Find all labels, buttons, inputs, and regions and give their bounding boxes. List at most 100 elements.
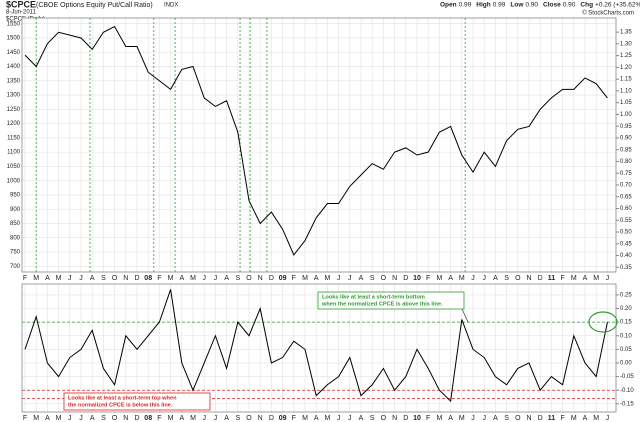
x-tick-label: J	[606, 415, 610, 422]
x-tick-label: D	[134, 275, 139, 282]
price-line	[24, 25, 608, 256]
x-tick-label: M	[436, 415, 442, 422]
x-tick-label: D	[269, 415, 274, 422]
y-tick-label: 1150	[7, 135, 21, 141]
x-tick-label: M	[593, 275, 599, 282]
x-tick-label: F	[426, 415, 430, 422]
x-tick-label: J	[337, 275, 341, 282]
y-tick-label: 1050	[7, 164, 21, 170]
y2-tick-label: 0.10	[620, 333, 632, 339]
y2-tick-label: 0.75	[620, 171, 632, 177]
x-tick-label: J	[68, 415, 72, 422]
x-tick-label: M	[168, 415, 174, 422]
x-tick-label: J	[214, 415, 218, 422]
x-tick-label: A	[179, 275, 184, 282]
x-tick-label: O	[112, 275, 118, 282]
quote-value: +0.26 (+35.62%)	[595, 2, 640, 9]
x-tick-label: S	[504, 415, 509, 422]
x-tick-label: A	[493, 275, 498, 282]
x-tick-label: N	[123, 275, 128, 282]
x-tick-label: S	[101, 415, 106, 422]
x-tick-label: M	[593, 415, 599, 422]
x-tick-label: N	[258, 275, 263, 282]
x-tick-label: J	[348, 275, 352, 282]
x-tick-label: J	[79, 275, 83, 282]
y-tick-label: 1300	[7, 93, 21, 99]
x-tick-label: 09	[279, 275, 287, 282]
x-tick-label: N	[258, 415, 263, 422]
x-tick-label: M	[190, 275, 196, 282]
x-tick-label: M	[56, 275, 62, 282]
x-tick-label: N	[123, 415, 128, 422]
y2-tick-label: 0.20	[620, 306, 632, 312]
quote-label: Chg	[580, 2, 593, 9]
x-tick-label: O	[515, 415, 521, 422]
x-tick-label: M	[302, 275, 308, 282]
x-tick-label: D	[403, 275, 408, 282]
annotation-text: Looks like at least a short-term top whe…	[68, 395, 177, 401]
x-tick-label: S	[235, 415, 240, 422]
x-tick-label: J	[482, 275, 486, 282]
x-tick-label: O	[515, 275, 521, 282]
y-tick-label: 1350	[7, 78, 21, 84]
x-tick-label: M	[436, 275, 442, 282]
y-tick-label: 900	[10, 207, 21, 213]
x-tick-label: A	[314, 415, 319, 422]
y2-tick-label: -0.15	[620, 401, 634, 407]
y-tick-label: 1500	[7, 36, 21, 42]
x-tick-label: J	[202, 415, 206, 422]
x-tick-label: F	[292, 275, 296, 282]
y2-tick-label: 0.65	[620, 194, 632, 200]
y-tick-label: 850	[10, 221, 21, 227]
y2-tick-label: 1.15	[620, 77, 632, 83]
x-tick-label: F	[157, 415, 161, 422]
x-tick-label: S	[504, 275, 509, 282]
x-tick-label: M	[571, 415, 577, 422]
x-tick-label: A	[224, 275, 229, 282]
x-tick-label: A	[493, 415, 498, 422]
x-tick-label: J	[214, 275, 218, 282]
frame	[21, 17, 617, 273]
x-tick-label: 08	[144, 415, 152, 422]
x-tick-label: J	[79, 415, 83, 422]
x-tick-label: M	[324, 415, 330, 422]
quote-label: Open	[440, 2, 457, 9]
x-tick-label: N	[392, 275, 397, 282]
symbol: $CPCE	[6, 0, 36, 9]
y-tick-label: 800	[10, 235, 21, 241]
y-tick-label: 950	[10, 193, 21, 199]
x-tick-label: D	[134, 415, 139, 422]
quote-value: 0.90	[563, 2, 576, 9]
x-tick-label: A	[448, 415, 453, 422]
x-tick-label: M	[302, 415, 308, 422]
x-tick-label: 11	[548, 415, 556, 422]
x-tick-label: 10	[413, 275, 421, 282]
x-tick-label: O	[246, 415, 252, 422]
x-tick-label: A	[90, 415, 95, 422]
y2-tick-label: 0.50	[620, 230, 632, 236]
y-tick-label: 1450	[7, 50, 21, 56]
quote-value: 0.90	[525, 2, 538, 9]
x-tick-label: N	[392, 415, 397, 422]
x-tick-label: F	[292, 415, 296, 422]
x-tick-label: A	[45, 415, 50, 422]
chart-title: (CBOE Options Equity Put/Call Ratio)	[36, 2, 153, 9]
x-tick-label: J	[482, 415, 486, 422]
x-tick-label: N	[526, 275, 531, 282]
x-tick-label: O	[381, 415, 387, 422]
y2-tick-label: 0.95	[620, 124, 632, 130]
x-tick-label: J	[202, 275, 206, 282]
credit: © StockCharts.com	[582, 10, 634, 17]
x-tick-label: O	[112, 415, 118, 422]
y2-tick-label: -0.05	[620, 374, 634, 380]
price-line	[24, 289, 608, 403]
x-tick-label: D	[269, 275, 274, 282]
y2-tick-label: 0.35	[620, 265, 632, 271]
x-tick-label: A	[359, 415, 364, 422]
y2-tick-label: 0.55	[620, 218, 632, 224]
quote-value: 0.99	[459, 2, 472, 9]
x-tick-label: M	[324, 275, 330, 282]
y2-tick-label: 1.35	[620, 30, 632, 36]
y2-tick-label: 0.15	[620, 320, 632, 326]
